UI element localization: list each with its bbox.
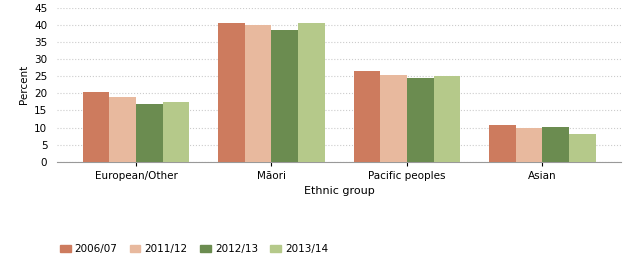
Bar: [489, 125, 516, 162]
Bar: [354, 71, 380, 162]
Bar: [245, 25, 271, 162]
Bar: [543, 127, 569, 162]
Bar: [162, 102, 189, 162]
Bar: [407, 78, 434, 162]
Bar: [298, 22, 325, 162]
Bar: [434, 76, 460, 162]
Bar: [136, 104, 162, 162]
Bar: [271, 30, 298, 162]
Legend: 2006/07, 2011/12, 2012/13, 2013/14: 2006/07, 2011/12, 2012/13, 2013/14: [56, 240, 332, 258]
Bar: [218, 22, 245, 162]
Y-axis label: Percent: Percent: [18, 65, 29, 104]
Bar: [569, 134, 596, 162]
Bar: [516, 128, 543, 162]
X-axis label: Ethnic group: Ethnic group: [304, 186, 375, 197]
Bar: [380, 75, 407, 162]
Bar: [109, 97, 136, 162]
Bar: [82, 92, 109, 162]
